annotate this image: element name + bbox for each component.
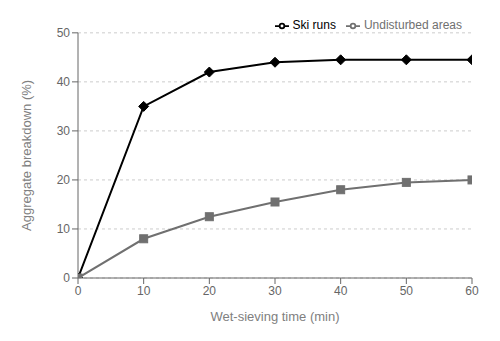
svg-text:40: 40 xyxy=(57,75,71,89)
svg-text:50: 50 xyxy=(57,26,71,40)
html-text:Undisturbed areas: Undisturbed areas xyxy=(363,18,462,32)
svg-text:10: 10 xyxy=(137,284,151,298)
svg-text:Wet-sieving time (min): Wet-sieving time (min) xyxy=(210,309,339,324)
svg-text:30: 30 xyxy=(268,284,282,298)
svg-text:50: 50 xyxy=(400,284,414,298)
svg-text:10: 10 xyxy=(57,222,71,236)
svg-text:60: 60 xyxy=(465,284,479,298)
svg-text:20: 20 xyxy=(203,284,217,298)
html-text:Ski runs: Ski runs xyxy=(292,18,336,32)
svg-text:40: 40 xyxy=(334,284,348,298)
svg-text:0: 0 xyxy=(63,271,70,285)
svg-text:30: 30 xyxy=(57,124,71,138)
svg-text:20: 20 xyxy=(57,173,71,187)
svg-text:Aggregate breakdown (%): Aggregate breakdown (%) xyxy=(19,80,34,231)
svg-text:0: 0 xyxy=(75,284,82,298)
